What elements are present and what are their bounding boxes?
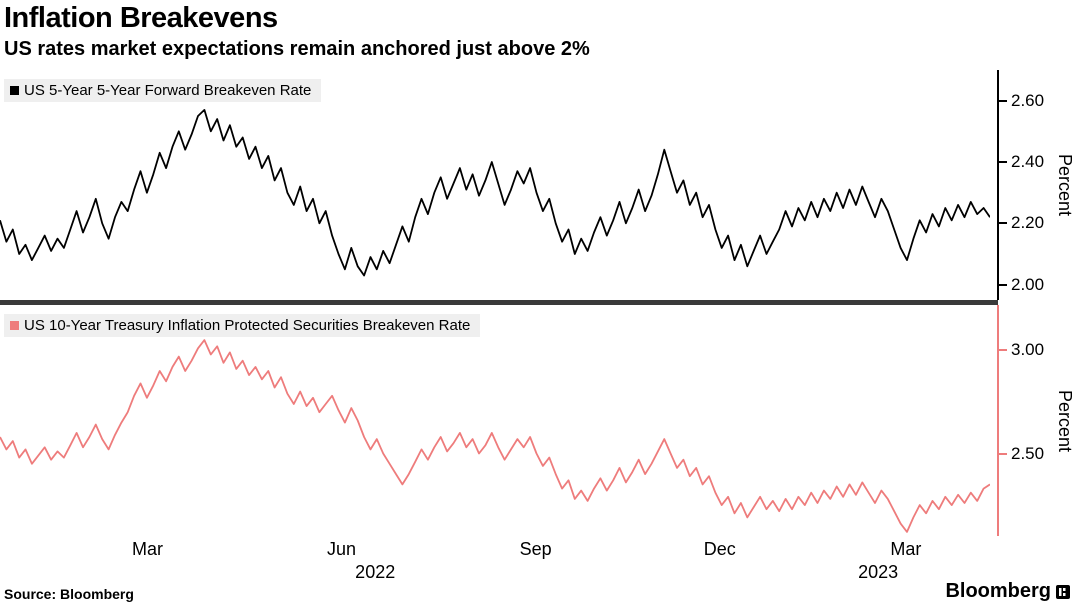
panel-10y-tips: US 10-Year Treasury Inflation Protected … [0,305,990,536]
source-credit: Source: Bloomberg [4,586,134,602]
legend-swatch-icon [10,321,19,330]
chart-subtitle: US rates market expectations remain anch… [4,38,590,60]
y-axis-bottom: Percent 2.50 3.00 [990,305,1078,536]
chart-title: Inflation Breakevens [4,2,278,34]
x-axis: Mar Jun Sep Dec Mar 2022 2023 [0,539,990,585]
y-tick-label: 2.00 [1011,274,1045,294]
panel-5y5y-forward: US 5-Year 5-Year Forward Breakeven Rate [0,70,990,300]
y-axis-title: Percent [1055,153,1075,217]
x-tick-label: Jun [327,539,357,559]
line-series-10y-tips [0,339,990,533]
y-tick-label: 2.40 [1011,152,1045,171]
bloomberg-mark-icon [1056,584,1070,599]
x-tick-label: Dec [703,539,736,559]
legend-label: US 10-Year Treasury Inflation Protected … [24,317,471,334]
y-tick [999,349,1007,352]
y-axis-top: Percent 2.00 2.20 2.40 2.60 [990,70,1078,300]
y-tick [999,222,1007,225]
legend-10y-tips: US 10-Year Treasury Inflation Protected … [4,314,481,337]
x-tick-label: Mar [890,539,922,559]
bloomberg-wordmark: Bloomberg [945,580,1051,602]
x-year-label: 2022 [355,562,396,582]
y-tick [999,452,1007,455]
y-tick-label: 2.60 [1011,90,1045,110]
panel-divider [0,300,998,305]
y-axis-line [997,305,999,536]
x-tick-label: Sep [519,539,552,559]
y-tick-label: 2.50 [1011,443,1045,463]
y-tick-label: 3.00 [1011,340,1045,360]
x-tick-label: Mar [132,539,163,559]
bloomberg-logo: Bloomberg [945,580,1070,603]
y-tick-label: 2.20 [1011,213,1045,233]
x-year-label: 2023 [858,562,899,582]
y-axis-line [997,70,999,300]
line-series-5y5y [0,109,990,277]
legend-5y5y: US 5-Year 5-Year Forward Breakeven Rate [4,79,322,102]
y-axis-title: Percent [1055,389,1075,452]
legend-label: US 5-Year 5-Year Forward Breakeven Rate [24,82,312,99]
legend-swatch-icon [10,86,19,95]
y-tick [999,161,1007,163]
y-tick [999,99,1007,102]
y-tick [999,283,1007,286]
